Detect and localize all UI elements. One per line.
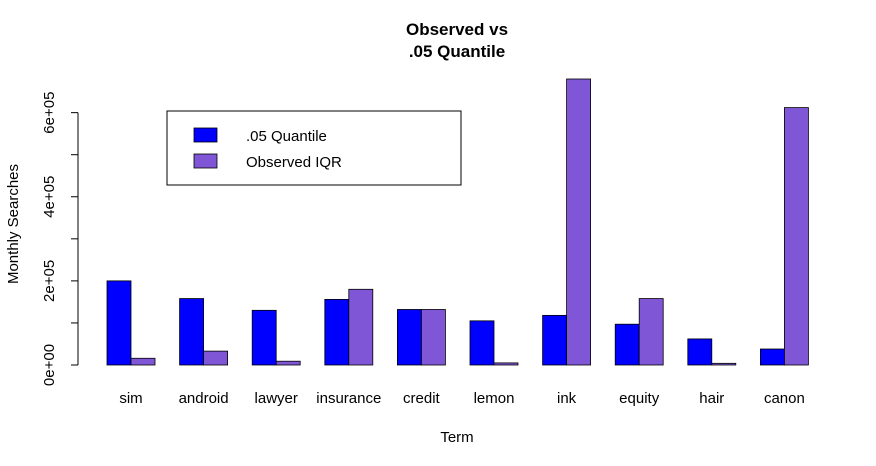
x-tick-label-insurance: insurance [316,390,381,407]
bar-insurance-observed [348,288,374,366]
bar-hair-observed [711,362,737,366]
y-tick-label: 6e+05 [41,92,58,134]
x-tick-label-canon: canon [764,390,805,407]
bar-lawyer-observed [275,360,301,366]
x-tick-label-hair: hair [699,390,724,407]
bars [106,78,809,366]
bar-canon-quantile [760,348,785,366]
bar-credit-quantile [396,309,422,366]
x-tick-label-sim: sim [119,390,142,407]
x-tick-label-android: android [179,390,229,407]
y-tick-label: 0e+00 [41,344,58,386]
bar-ink-quantile [542,314,567,366]
legend-swatch-quantile [193,127,218,143]
x-tick-label-lawyer: lawyer [255,390,298,407]
bar-lemon-observed [493,362,519,366]
bar-sim-quantile [106,280,132,366]
chart-title-line-1: Observed vs [406,20,508,39]
legend-swatch-observed [193,153,218,169]
x-tick-labels: sim android lawyer insurance credit lemon ink e… [119,390,805,407]
y-axis-label: Monthly Searches [5,164,22,284]
legend: .05 Quantile Observed IQR [166,110,462,186]
y-tick-label: 4e+05 [41,176,58,218]
x-axis-label: Term [440,429,473,446]
x-tick-label-ink: ink [557,390,577,407]
bar-lawyer-quantile [251,309,277,366]
bar-android-quantile [179,298,205,366]
bar-credit-observed [420,309,446,366]
legend-label-observed: Observed IQR [246,154,342,171]
x-tick-label-lemon: lemon [474,390,515,407]
bar-sim-observed [130,357,156,366]
bar-android-observed [203,350,229,366]
bar-equity-quantile [614,323,640,366]
legend-box [166,110,462,186]
legend-label-quantile: .05 Quantile [246,128,327,145]
bar-ink-observed [566,78,591,366]
bar-lemon-quantile [469,320,495,366]
bar-hair-quantile [687,338,713,366]
x-tick-label-equity: equity [619,390,660,407]
bar-insurance-quantile [324,298,350,366]
x-tick-label-credit: credit [403,390,441,407]
bar-equity-observed [638,298,664,366]
chart-title-line-2: .05 Quantile [409,42,505,61]
bar-canon-observed [784,107,809,366]
y-tick-label: 2e+05 [41,260,58,302]
y-axis: 0e+00 2e+05 4e+05 6e+05 [41,92,79,386]
